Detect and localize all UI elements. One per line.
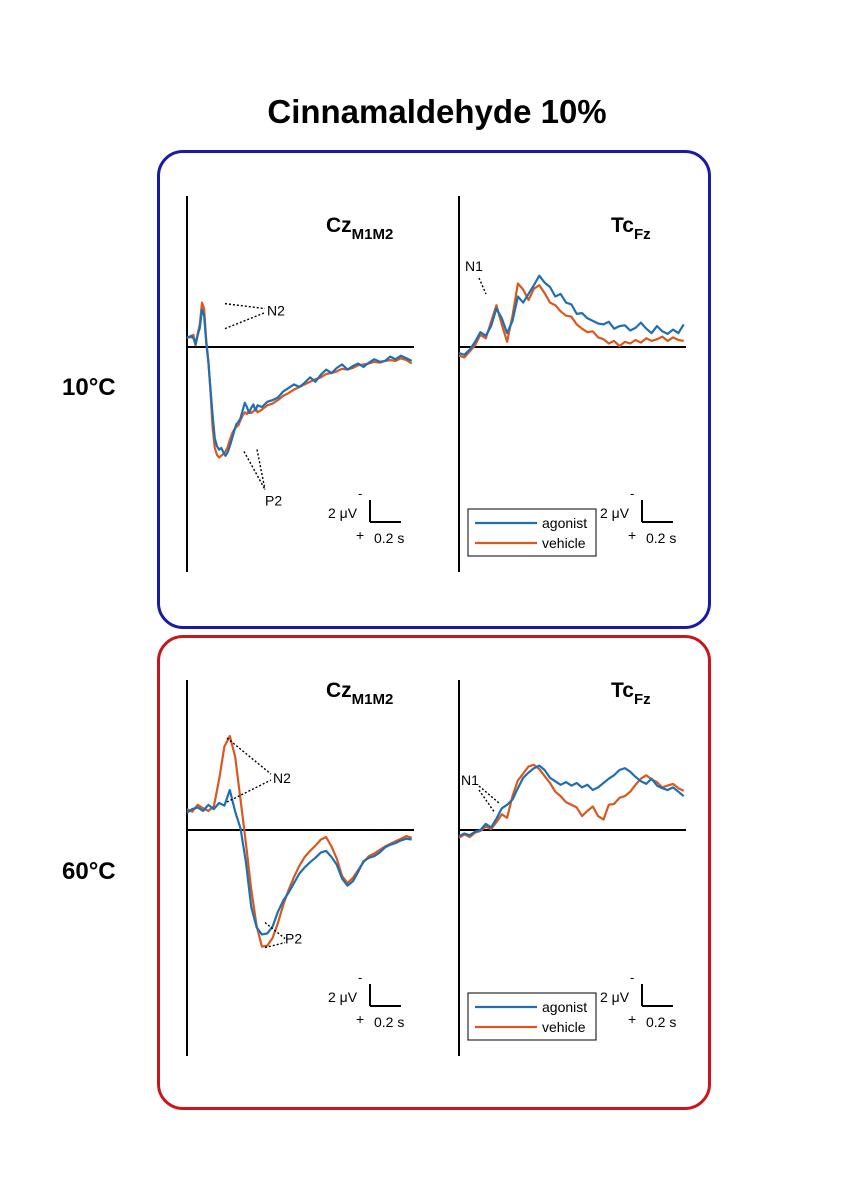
row-frame-hot xyxy=(157,635,711,1110)
panel-3-n2-leader-a xyxy=(226,737,272,775)
panel-3-p2-label: P2 xyxy=(285,931,302,947)
panel-2-legend-label-vehicle: vehicle xyxy=(542,535,586,551)
panel-4-legend-label-agonist: agonist xyxy=(542,999,587,1015)
panel-3-p2-leader-a xyxy=(264,922,286,940)
panel-2-scale-pos: + xyxy=(628,527,636,543)
figure-title: Cinnamaldehyde 10% xyxy=(267,93,607,130)
panel-1-scale-time: 0.2 s xyxy=(374,530,404,546)
panel-1-scale-pos: + xyxy=(356,527,364,543)
panel-2-n1-label: N1 xyxy=(465,258,483,274)
panel-1-n2-leader-a xyxy=(224,302,266,310)
panel-2-scale-amplitude: 2 μV xyxy=(600,505,630,521)
panel-4-scale-neg: - xyxy=(630,970,634,985)
panel-1-scale-amplitude: 2 μV xyxy=(328,505,358,521)
panel-4-channel-label: TcFz xyxy=(611,679,651,708)
panel-4-legend-box xyxy=(467,992,597,1041)
panel-2-scale-neg: - xyxy=(630,486,634,501)
panel-2-legend-label-agonist: agonist xyxy=(542,515,587,531)
panel-3-trace-vehicle xyxy=(186,734,413,948)
panel-1-p2-leader-a xyxy=(243,451,266,490)
panel-3-trace-agonist xyxy=(186,788,412,936)
panel-1-trace-vehicle xyxy=(186,301,413,459)
panel-2-legend-box xyxy=(467,508,597,557)
row-label-hot: 60°C xyxy=(62,858,116,885)
panel-4-scale-pos: + xyxy=(628,1011,636,1027)
panel-4-n1-label: N1 xyxy=(461,772,479,788)
panel-1-n2-leader-b xyxy=(224,311,266,330)
panel-1-scale-neg: - xyxy=(358,486,362,501)
panel-2-trace-vehicle xyxy=(458,282,684,359)
panel-4-legend-label-vehicle: vehicle xyxy=(542,1019,586,1035)
panel-1-p2-label: P2 xyxy=(265,492,282,508)
panel-1-n2-label: N2 xyxy=(267,303,285,319)
panel-1-channel-label: CzM1M2 xyxy=(326,214,393,243)
panel-4-trace-vehicle xyxy=(458,763,685,839)
panel-4-scale-amplitude: 2 μV xyxy=(600,989,630,1005)
panel-2-scale-time: 0.2 s xyxy=(646,530,676,546)
panel-2-trace-agonist xyxy=(458,274,685,356)
panel-3-scale-pos: + xyxy=(356,1011,364,1027)
panel-4-scale-time: 0.2 s xyxy=(646,1014,676,1030)
panel-3-channel-label: CzM1M2 xyxy=(326,679,393,708)
panel-3-scale-neg: - xyxy=(358,970,362,985)
panel-4-trace-agonist xyxy=(458,764,685,838)
panel-1-trace-agonist xyxy=(186,308,413,457)
panel-4-n1-leader-a xyxy=(478,785,500,804)
panel-4-n1-leader-b xyxy=(478,789,496,814)
panel-3-n2-label: N2 xyxy=(273,770,291,786)
panel-3-scale-amplitude: 2 μV xyxy=(328,989,358,1005)
panel-3-n2-leader-b xyxy=(226,779,272,803)
panel-2-n1-leader xyxy=(478,277,487,295)
row-label-cold: 10°C xyxy=(62,374,116,401)
panel-2-channel-label: TcFz xyxy=(611,214,651,243)
panel-3-p2-leader-b xyxy=(264,941,286,949)
panel-3-scale-time: 0.2 s xyxy=(374,1014,404,1030)
row-frame-cold xyxy=(157,150,711,629)
panel-1-p2-leader-b xyxy=(256,449,266,490)
